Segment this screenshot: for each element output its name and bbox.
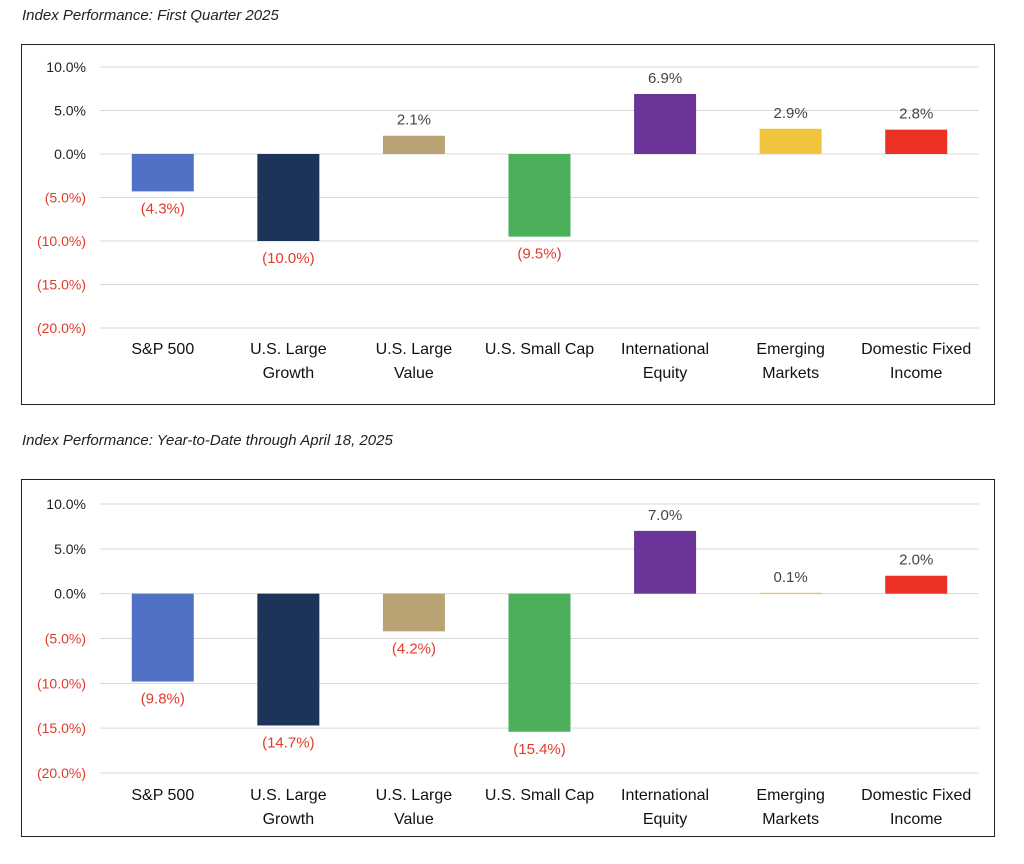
x-category-label: International <box>621 787 709 804</box>
bar <box>885 129 948 154</box>
bar <box>382 593 445 632</box>
bar <box>508 154 571 237</box>
x-category-label: Income <box>890 811 943 828</box>
x-category-label: Value <box>394 811 434 828</box>
x-category-label: Domestic Fixed <box>861 341 971 358</box>
y-tick-label: (10.0%) <box>37 675 86 691</box>
bar <box>131 154 194 192</box>
y-tick-label: 10.0% <box>46 496 86 512</box>
x-category-label: Emerging <box>756 341 824 358</box>
x-category-label: Equity <box>643 365 687 382</box>
bar <box>634 530 697 594</box>
y-tick-label: (20.0%) <box>37 765 86 781</box>
x-category-label: U.S. Small Cap <box>485 341 594 358</box>
y-tick-label: 5.0% <box>54 541 86 557</box>
chart-2-frame: 10.0% 5.0% 0.0% (5.0%) (10.0%) (15.0%) (20.0%)… <box>21 479 995 837</box>
data-label: (14.7%) <box>262 734 315 751</box>
x-category-label: Growth <box>263 365 315 382</box>
y-tick-label: (5.0%) <box>45 190 86 206</box>
bar <box>257 154 320 241</box>
y-tick-label: 5.0% <box>54 103 86 119</box>
x-category-label: Income <box>890 365 943 382</box>
data-label: 6.9% <box>648 70 682 87</box>
x-category-label: Growth <box>263 811 315 828</box>
bar <box>885 575 948 594</box>
chart-2-title: Index Performance: Year-to-Date through … <box>22 432 393 449</box>
data-label: 2.0% <box>899 552 933 569</box>
chart-1-plot: 10.0% 5.0% 0.0% (5.0%) (10.0%) (15.0%) (20.0%)… <box>37 59 979 382</box>
data-label: (9.8%) <box>141 691 185 708</box>
y-tick-label: 0.0% <box>54 146 86 162</box>
y-tick-label: (15.0%) <box>37 277 86 293</box>
bar <box>759 592 822 594</box>
bar <box>759 128 822 154</box>
data-label: (15.4%) <box>513 741 566 758</box>
data-label: (4.3%) <box>141 200 185 217</box>
data-label: 0.1% <box>774 569 808 586</box>
bar <box>257 593 320 726</box>
y-tick-label: 0.0% <box>54 586 86 602</box>
data-label: (9.5%) <box>517 246 561 263</box>
y-tick-label: 10.0% <box>46 59 86 75</box>
data-label: (10.0%) <box>262 250 315 267</box>
chart-2-plot: 10.0% 5.0% 0.0% (5.0%) (10.0%) (15.0%) (20.0%)… <box>37 496 979 828</box>
y-tick-label: (10.0%) <box>37 233 86 249</box>
x-category-label: Markets <box>762 365 819 382</box>
x-category-label: S&P 500 <box>131 341 194 358</box>
x-category-label: U.S. Large <box>250 341 327 358</box>
x-category-label: U.S. Large <box>376 787 453 804</box>
bar <box>382 135 445 154</box>
data-label: 2.1% <box>397 112 431 129</box>
x-category-label: International <box>621 341 709 358</box>
data-label: 7.0% <box>648 507 682 524</box>
x-category-label: U.S. Small Cap <box>485 787 594 804</box>
bar <box>508 593 571 732</box>
bar <box>131 593 194 682</box>
x-category-label: Equity <box>643 811 687 828</box>
chart-1-title: Index Performance: First Quarter 2025 <box>22 7 279 24</box>
data-label: 2.8% <box>899 106 933 123</box>
x-category-label: Value <box>394 365 434 382</box>
bar <box>634 93 697 154</box>
data-label: (4.2%) <box>392 640 436 657</box>
y-tick-label: (15.0%) <box>37 720 86 736</box>
x-category-label: U.S. Large <box>376 341 453 358</box>
chart-1-frame: 10.0% 5.0% 0.0% (5.0%) (10.0%) (15.0%) (20.0%)… <box>21 44 995 405</box>
x-category-label: S&P 500 <box>131 787 194 804</box>
x-category-label: Markets <box>762 811 819 828</box>
y-tick-label: (20.0%) <box>37 320 86 336</box>
x-category-label: U.S. Large <box>250 787 327 804</box>
x-category-label: Domestic Fixed <box>861 787 971 804</box>
y-tick-label: (5.0%) <box>45 631 86 647</box>
data-label: 2.9% <box>774 105 808 122</box>
x-category-label: Emerging <box>756 787 824 804</box>
